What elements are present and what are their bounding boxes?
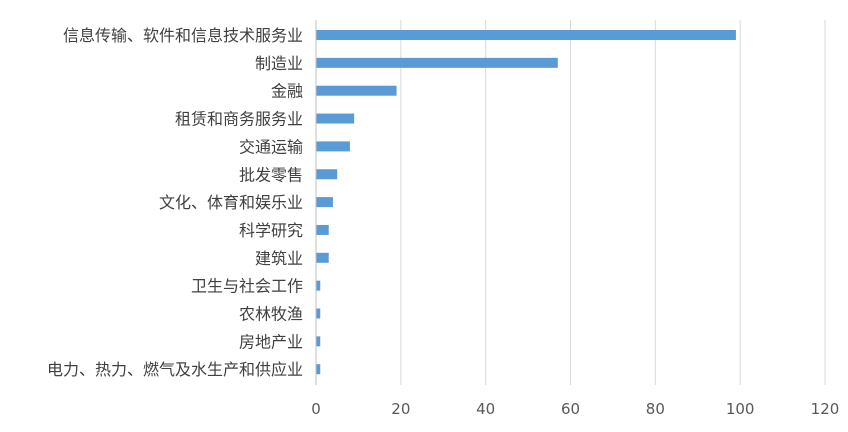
bar xyxy=(316,280,321,291)
bar xyxy=(316,57,558,68)
category-label: 电力、热力、燃气及水生产和供应业 xyxy=(47,360,303,379)
category-label: 信息传输、软件和信息技术服务业 xyxy=(63,26,303,45)
bar xyxy=(316,224,329,235)
grid-lines xyxy=(400,20,826,385)
bar xyxy=(316,85,397,96)
bar xyxy=(316,252,329,263)
bar xyxy=(316,113,355,124)
bar xyxy=(316,169,338,180)
x-tick-label: 80 xyxy=(646,400,665,418)
category-label: 农林牧渔 xyxy=(239,305,303,324)
x-tick-label: 40 xyxy=(476,400,495,418)
bar xyxy=(316,30,736,40)
category-label: 制造业 xyxy=(255,54,303,73)
tick-labels: 0 20 40 60 80 100 120 xyxy=(311,400,839,418)
category-label: 房地产业 xyxy=(239,332,303,351)
bar xyxy=(316,197,333,208)
category-label: 建筑业 xyxy=(255,249,303,268)
category-label: 交通运输 xyxy=(239,137,303,156)
x-tick-label: 20 xyxy=(391,400,410,418)
x-tick-label: 60 xyxy=(561,400,580,418)
bar xyxy=(316,308,321,319)
category-label: 卫生与社会工作 xyxy=(191,277,303,296)
bar xyxy=(316,364,321,375)
category-label: 科学研究 xyxy=(239,221,303,240)
category-label: 租赁和商务服务业 xyxy=(175,110,303,129)
x-tick-label: 120 xyxy=(811,400,840,418)
bar xyxy=(316,336,321,347)
x-tick-label: 0 xyxy=(311,400,321,418)
category-label: 文化、体育和娱乐业 xyxy=(159,193,303,212)
bars xyxy=(316,30,736,375)
bar xyxy=(316,141,350,152)
category-label: 金融 xyxy=(271,82,303,101)
x-tick-label: 100 xyxy=(726,400,755,418)
category-label: 批发零售 xyxy=(239,165,303,184)
category-labels: 信息传输、软件和信息技术服务业制造业金融租赁和商务服务业交通运输批发零售文化、体… xyxy=(47,26,303,379)
